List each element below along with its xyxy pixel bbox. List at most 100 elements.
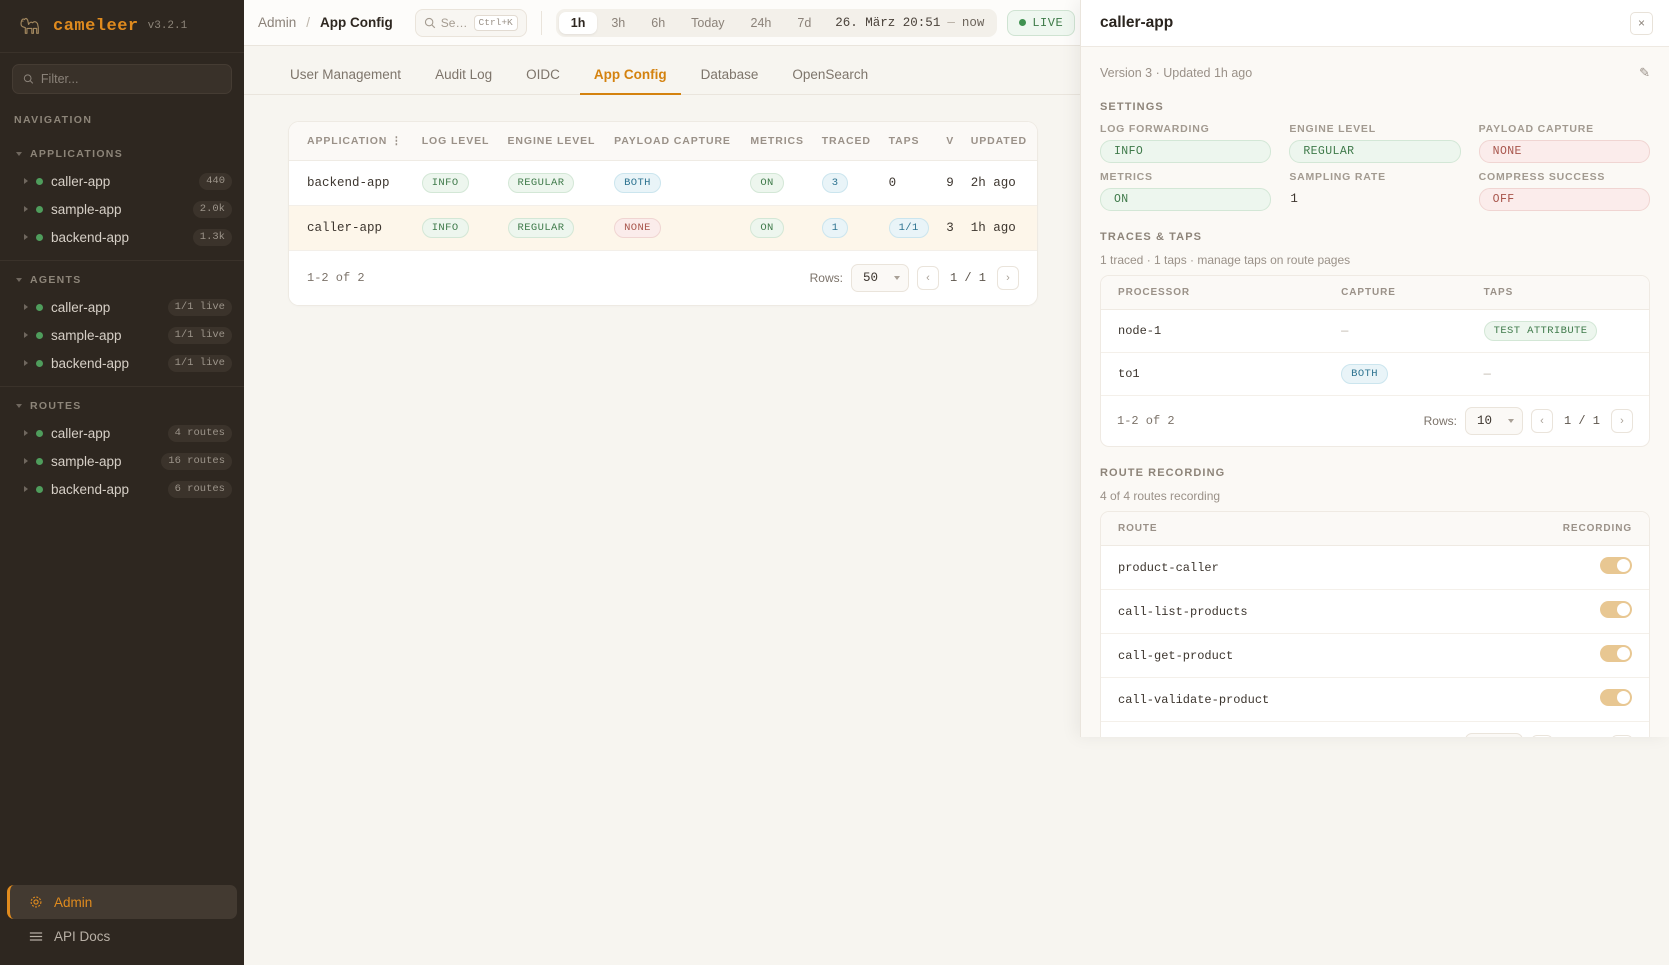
filter-input[interactable] (40, 72, 221, 86)
sidebar-item-backend-app[interactable]: backend-app 6 routes (0, 475, 244, 503)
nav-group-header-agents[interactable]: AGENTS (0, 270, 244, 293)
range-24h[interactable]: 24h (750, 15, 772, 30)
nav-section-title: NAVIGATION (14, 114, 93, 126)
setting-payload-capture: PAYLOAD CAPTURE NONE (1478, 123, 1650, 163)
brand-version: v3.2.1 (147, 20, 188, 32)
live-badge[interactable]: LIVE (1007, 9, 1076, 36)
col-metrics[interactable]: METRICS (742, 122, 814, 161)
sidebar-item-count: 4 routes (167, 424, 232, 442)
setting-value: ON (1100, 188, 1272, 211)
breadcrumb-root[interactable]: Admin (258, 15, 297, 30)
traces-row[interactable]: node-1 — TEST ATTRIBUTE (1101, 309, 1649, 353)
pencil-icon[interactable]: ✎ (1639, 65, 1650, 80)
sidebar-item-label: sample-app (51, 327, 122, 343)
col-application[interactable]: APPLICATION ⋮ (289, 122, 414, 161)
range-7d[interactable]: 7d (797, 15, 812, 30)
tab-oidc[interactable]: OIDC (526, 67, 560, 82)
traces-pagination: 1-2 of 2 Rows: 10 ‹ 1 / 1 › (1101, 396, 1649, 446)
tab-bar: User Management Audit Log OIDC App Config Da… (244, 46, 1669, 95)
table-row[interactable]: backend-app INFO REGULAR BOTH ON 3 0 9 2h ago (289, 160, 1037, 206)
tab-database[interactable]: Database (700, 67, 759, 82)
tab-opensearch[interactable]: OpenSearch (792, 67, 869, 82)
prev-page-button[interactable]: ‹ (916, 266, 939, 290)
sidebar-item-admin[interactable]: Admin (7, 885, 237, 919)
sidebar-item-api-docs[interactable]: API Docs (7, 919, 237, 953)
recording-toggle[interactable] (1600, 557, 1632, 574)
nav-group-header-applications[interactable]: APPLICATIONS (0, 144, 244, 167)
sidebar-item-sample-app[interactable]: sample-app 16 routes (0, 447, 244, 475)
tab-app-config[interactable]: App Config (579, 60, 681, 95)
sidebar-item-label: sample-app (51, 201, 122, 217)
traces-rows-select[interactable]: 10 (1464, 407, 1523, 435)
sidebar-item-backend-app[interactable]: backend-app 1/1 live (0, 349, 244, 377)
tab-user-management[interactable]: User Management (290, 67, 402, 82)
next-page-button[interactable]: › (997, 266, 1019, 290)
col-traced[interactable]: TRACED (813, 122, 881, 161)
nav-groups: APPLICATIONS caller-app 440 sample-app 2.0k b… (0, 135, 244, 512)
sidebar-item-caller-app[interactable]: caller-app 440 (0, 167, 244, 195)
recording-prev-button[interactable]: ‹ (1530, 735, 1553, 737)
status-dot-icon (36, 303, 43, 311)
col-payload-capture[interactable]: PAYLOAD CAPTURE (606, 122, 743, 161)
setting-label: LOG FORWARDING (1100, 123, 1210, 135)
recording-row[interactable]: product-caller (1101, 545, 1649, 590)
table-row[interactable]: caller-app INFO REGULAR NONE ON 1 1/1 3 1h ago (289, 205, 1037, 251)
setting-log-forwarding: LOG FORWARDING INFO (1100, 123, 1272, 163)
cell-updated: 1h ago (962, 205, 1037, 251)
col-v[interactable]: V (938, 122, 963, 161)
brand-logo[interactable]: cameleer v3.2.1 (0, 0, 244, 53)
search-icon (23, 74, 34, 84)
col-engine-level[interactable]: ENGINE LEVEL (499, 122, 607, 161)
recording-row[interactable]: call-list-products (1101, 589, 1649, 634)
date-to: now (961, 15, 985, 30)
traces-row[interactable]: to1 BOTH — (1101, 352, 1649, 396)
setting-compress-success: COMPRESS SUCCESS OFF (1478, 171, 1650, 211)
global-search[interactable]: Se… Ctrl+K (414, 8, 527, 37)
sidebar-item-caller-app[interactable]: caller-app 1/1 live (0, 293, 244, 321)
rows-per-page-select[interactable]: 50 (850, 264, 909, 292)
filter-box[interactable] (12, 64, 232, 94)
badge-capture: BOTH (1341, 364, 1388, 384)
sidebar-item-sample-app[interactable]: sample-app 2.0k (0, 195, 244, 223)
tab-audit-log[interactable]: Audit Log (435, 67, 493, 82)
recording-row[interactable]: call-get-product (1101, 633, 1649, 678)
sidebar-item-backend-app[interactable]: backend-app 1.3k (0, 223, 244, 251)
range-today[interactable]: Today (691, 15, 725, 30)
sidebar-item-caller-app[interactable]: caller-app 4 routes (0, 419, 244, 447)
recording-pagination: 1-4 of 4 Rows: 10 ‹ 1 / 1 › (1101, 722, 1649, 737)
chevron-right-icon (24, 458, 28, 464)
sidebar-bottom: Admin API Docs (0, 885, 244, 965)
traces-note: 1 traced · 1 taps · manage taps on route… (1100, 253, 1351, 267)
col-updated[interactable]: UPDATED (962, 122, 1037, 161)
cell-processor: node-1 (1101, 309, 1332, 353)
col-recording: RECORDING (1456, 512, 1649, 546)
recording-row[interactable]: call-validate-product (1101, 677, 1649, 722)
live-dot-icon (1019, 19, 1027, 26)
sidebar-item-sample-app[interactable]: sample-app 1/1 live (0, 321, 244, 349)
date-range-display[interactable]: 26. März 20:51 — now (825, 12, 994, 34)
recording-toggle[interactable] (1600, 645, 1632, 662)
col-taps[interactable]: TAPS (880, 122, 939, 161)
chevron-right-icon (24, 430, 28, 436)
range-3h[interactable]: 3h (611, 15, 626, 30)
recording-toggle[interactable] (1600, 689, 1632, 706)
chevron-down-icon (893, 276, 900, 280)
cell-taps: — (1483, 367, 1491, 381)
recording-rows-select[interactable]: 10 (1464, 733, 1523, 737)
col-log-level[interactable]: LOG LEVEL (413, 122, 500, 161)
badge-log-level: INFO (421, 218, 469, 238)
recording-section-title: ROUTE RECORDING (1100, 467, 1226, 479)
traces-next-button[interactable]: › (1611, 409, 1633, 433)
recording-next-button[interactable]: › (1611, 735, 1633, 737)
toggle-knob (1617, 691, 1630, 704)
recording-note: 4 of 4 routes recording (1100, 489, 1221, 503)
range-1h[interactable]: 1h (558, 11, 598, 34)
nav-group-header-routes[interactable]: ROUTES (0, 396, 244, 419)
close-icon[interactable]: × (1630, 11, 1653, 35)
recording-toggle[interactable] (1600, 601, 1632, 618)
settings-section-title: SETTINGS (1100, 101, 1164, 113)
range-6h[interactable]: 6h (651, 15, 666, 30)
setting-label: COMPRESS SUCCESS (1478, 171, 1606, 183)
badge-payload-capture: NONE (614, 218, 661, 238)
traces-prev-button[interactable]: ‹ (1530, 409, 1553, 433)
